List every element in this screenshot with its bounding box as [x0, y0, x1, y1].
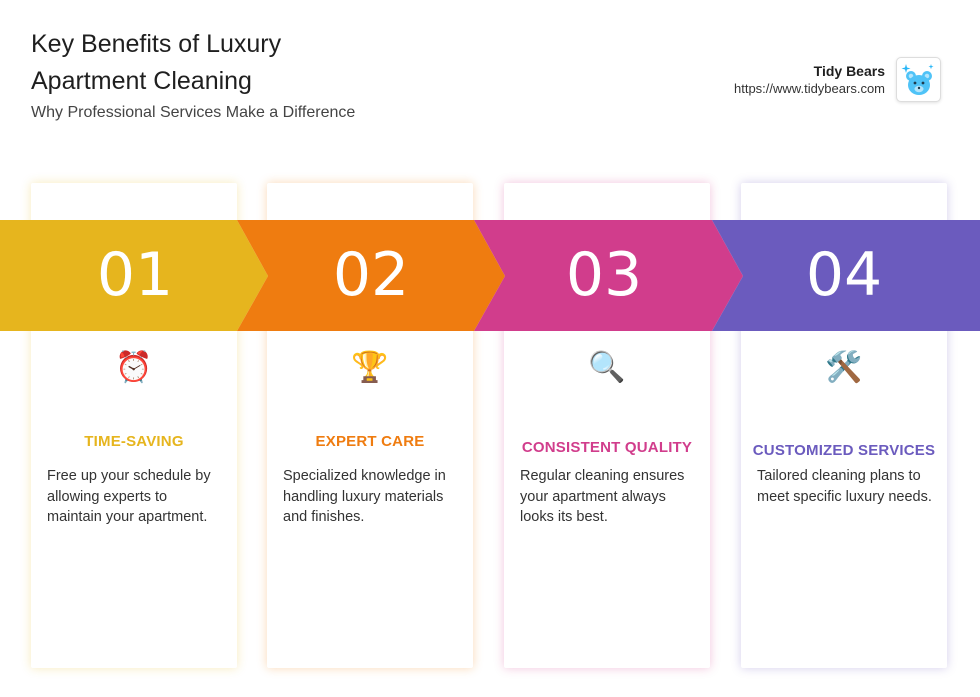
step-number: 02 [332, 240, 410, 310]
benefit-description: Regular cleaning ensures your apartment … [520, 468, 685, 525]
step-number: 04 [805, 240, 883, 310]
ribbon-segment-3 [474, 220, 743, 331]
page-subtitle: Why Professional Services Make a Differe… [31, 104, 356, 121]
page-title: Key Benefits of Luxury Apartment Cleanin… [31, 30, 282, 95]
brand-url[interactable]: https://www.tidybears.com [734, 81, 885, 96]
benefit-title: CUSTOMIZED SERVICES [752, 442, 936, 459]
ribbon-segment-2 [237, 220, 505, 331]
trophy-icon: 🏆 [324, 318, 416, 410]
benefit-title: EXPERT CARE [315, 433, 425, 450]
brand-block: Tidy Bears https://www.tidybears.com [734, 62, 885, 98]
chevron-ribbon [0, 220, 980, 331]
benefit-title: TIME-SAVING [84, 433, 184, 450]
benefit-title: CONSISTENT QUALITY [521, 439, 693, 456]
step-number: 03 [565, 240, 643, 310]
brand-name: Tidy Bears [813, 63, 885, 79]
benefit-description: Tailored cleaning plans to meet specific… [757, 468, 932, 505]
magnifying-glass-icon: 🔍 [561, 318, 653, 410]
tools-icon: 🛠️ [798, 318, 890, 410]
benefit-description: Free up your schedule by allowing expert… [47, 468, 211, 525]
ribbon-segment-4 [712, 220, 980, 331]
teddy-bear-icon [896, 57, 941, 102]
ribbon-segment-1 [0, 220, 268, 331]
benefit-description: Specialized knowledge in handling luxury… [283, 468, 446, 525]
alarm-clock-icon: ⏰ [88, 318, 180, 410]
step-number: 01 [96, 240, 174, 310]
